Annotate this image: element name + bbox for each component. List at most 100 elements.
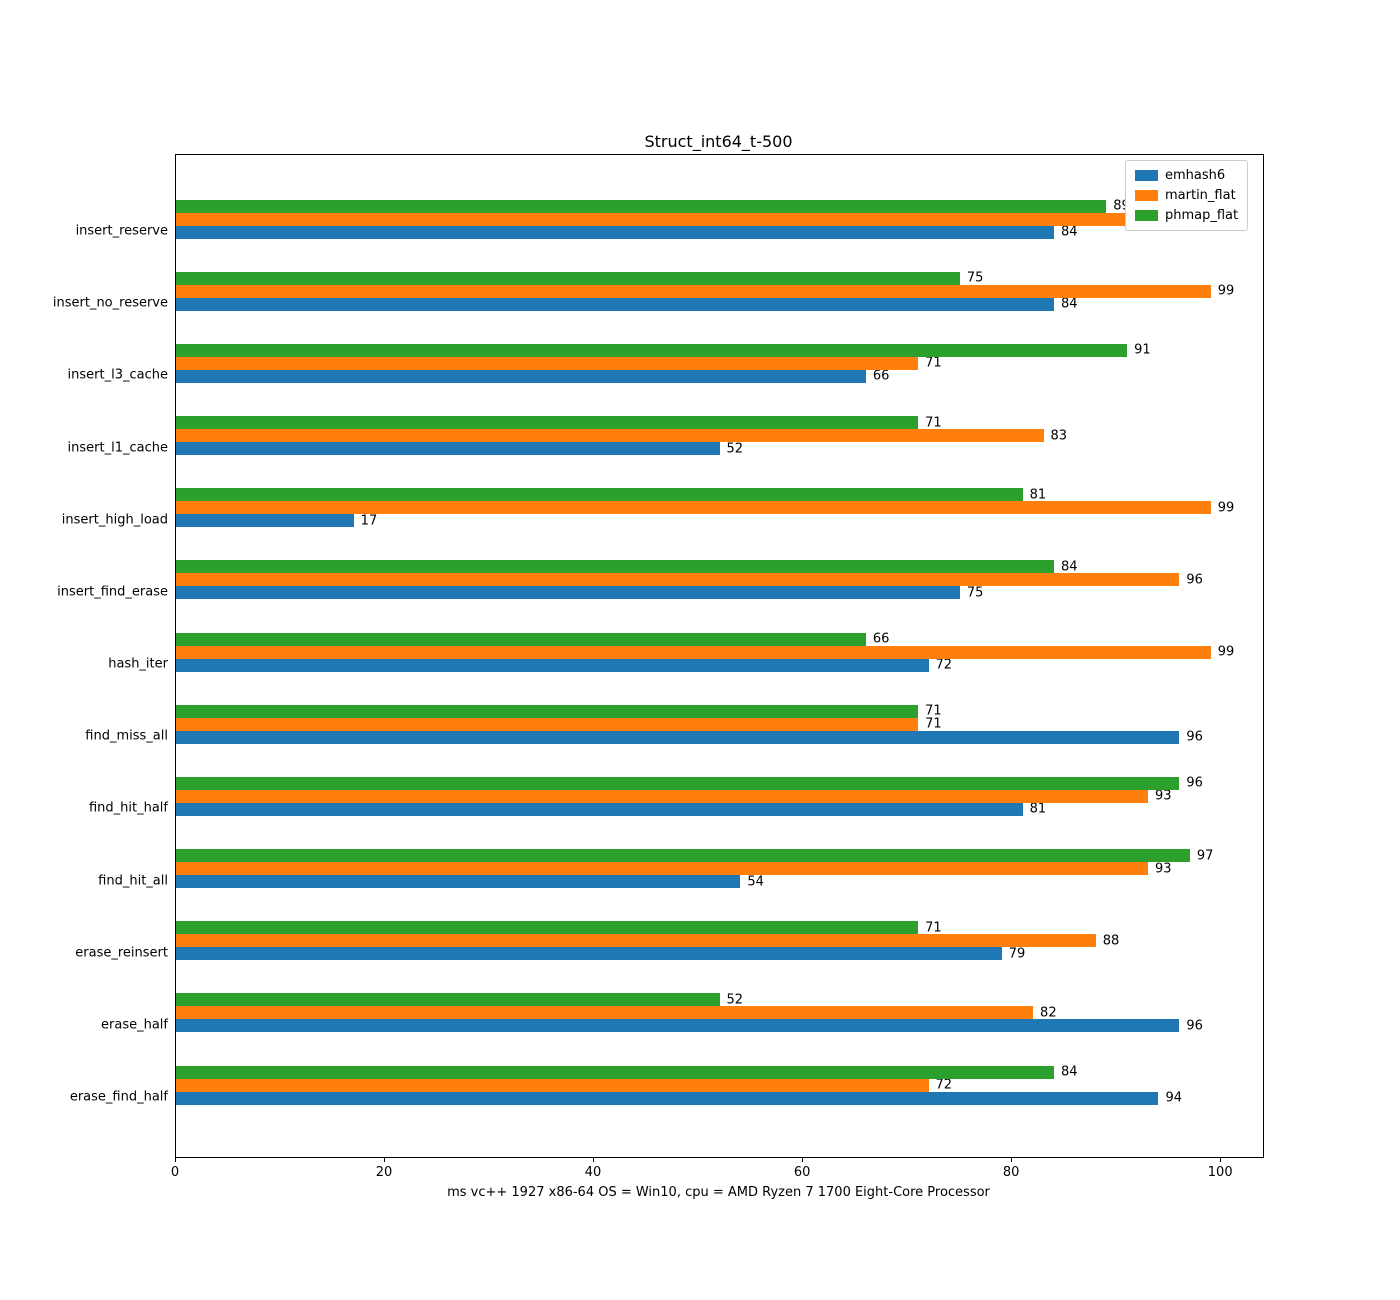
bar-value-label: 79 <box>1008 946 1026 962</box>
bar-emhash6-hash_iter <box>176 658 929 672</box>
bar-emhash6-find_miss_all <box>176 730 1180 744</box>
x-tick-mark <box>384 1157 386 1162</box>
legend: emhash6 martin_flat phmap_flat <box>1125 160 1249 231</box>
x-tick-label: 40 <box>584 1165 602 1180</box>
bar-value-label: 96 <box>1186 775 1203 791</box>
x-tick-mark <box>1011 1157 1013 1162</box>
bar-value-label: 84 <box>1060 296 1078 312</box>
category-label-insert_find_erase: insert_find_erase <box>57 584 168 600</box>
bar-value-label: 84 <box>1060 224 1078 240</box>
category-label-erase_find_half: erase_find_half <box>69 1089 168 1105</box>
bar-martin_flat-insert_l1_cache <box>176 429 1044 442</box>
bar-value-label: 72 <box>935 657 953 673</box>
legend-swatch-martin-flat <box>1135 190 1158 201</box>
bar-phmap_flat-insert_l3_cache <box>176 343 1128 357</box>
bar-value-label: 84 <box>1060 1064 1078 1080</box>
bar-emhash6-erase_half <box>176 1019 1180 1033</box>
bar-value-label: 99 <box>1217 500 1235 516</box>
bar-value-label: 71 <box>925 703 942 719</box>
bar-value-label: 75 <box>966 270 984 286</box>
x-tick-label: 60 <box>793 1165 811 1180</box>
category-label-erase_reinsert: erase_reinsert <box>75 945 168 961</box>
bar-value-label: 93 <box>1155 788 1172 804</box>
x-tick-label: 0 <box>170 1165 180 1180</box>
bar-value-label: 71 <box>925 716 942 732</box>
bar-value-label: 91 <box>1134 342 1151 358</box>
bar-phmap_flat-find_hit_all <box>176 849 1190 863</box>
bar-phmap_flat-find_hit_half <box>176 776 1180 790</box>
bar-martin_flat-find_hit_all <box>176 862 1149 876</box>
bar-value-label: 72 <box>935 1077 953 1093</box>
bar-value-label: 75 <box>966 585 984 601</box>
bar-phmap_flat-insert_find_erase <box>176 560 1054 574</box>
bar-emhash6-insert_find_erase <box>176 586 960 600</box>
bar-phmap_flat-find_miss_all <box>176 704 919 718</box>
category-label-insert_reserve: insert_reserve <box>75 223 168 239</box>
bar-value-label: 81 <box>1029 801 1047 817</box>
bar-value-label: 96 <box>1186 572 1203 588</box>
bar-value-label: 52 <box>726 441 744 456</box>
x-axis-label: ms vc++ 1927 x86-64 OS = Win10, cpu = AM… <box>447 1185 990 1200</box>
bar-emhash6-insert_reserve <box>176 225 1054 239</box>
legend-item-martin-flat: martin_flat <box>1135 187 1238 204</box>
legend-label: emhash6 <box>1165 168 1226 183</box>
bar-value-label: 82 <box>1040 1005 1057 1021</box>
bar-martin_flat-erase_reinsert <box>176 934 1096 948</box>
bar-value-label: 84 <box>1060 559 1078 575</box>
bar-phmap_flat-erase_reinsert <box>176 921 919 935</box>
bar-phmap_flat-insert_reserve <box>176 199 1107 213</box>
x-tick-label: 100 <box>1207 1165 1233 1180</box>
bar-value-label: 54 <box>747 874 764 890</box>
bar-phmap_flat-erase_half <box>176 993 720 1007</box>
category-label-insert_l1_cache: insert_l1_cache <box>67 440 168 455</box>
bar-martin_flat-find_miss_all <box>176 717 919 731</box>
bar-emhash6-insert_l1_cache <box>176 442 720 455</box>
x-tick-mark <box>1220 1157 1222 1162</box>
bar-martin_flat-hash_iter <box>176 645 1211 659</box>
bar-martin_flat-insert_reserve <box>176 212 1201 226</box>
legend-label: martin_flat <box>1165 188 1236 203</box>
category-label-insert_high_load: insert_high_load <box>61 512 168 528</box>
bar-value-label: 71 <box>925 920 942 936</box>
bar-martin_flat-erase_find_half <box>176 1078 929 1092</box>
bar-martin_flat-erase_half <box>176 1006 1034 1020</box>
category-label-find_hit_half: find_hit_half <box>88 800 168 816</box>
bar-emhash6-erase_reinsert <box>176 947 1002 961</box>
bar-martin_flat-insert_no_reserve <box>176 284 1211 298</box>
bar-value-label: 17 <box>360 513 378 529</box>
x-tick-label: 80 <box>1002 1165 1020 1180</box>
bar-value-label: 71 <box>925 355 942 371</box>
bar-value-label: 97 <box>1196 848 1214 864</box>
category-label-erase_half: erase_half <box>101 1017 168 1033</box>
x-tick-mark <box>175 1157 176 1162</box>
bar-value-label: 88 <box>1102 933 1120 949</box>
bar-martin_flat-insert_high_load <box>176 501 1211 515</box>
x-tick-mark <box>802 1157 804 1162</box>
bar-value-label: 99 <box>1217 644 1235 660</box>
bar-martin_flat-insert_l3_cache <box>176 356 919 370</box>
bar-emhash6-insert_l3_cache <box>176 369 866 383</box>
bar-emhash6-find_hit_half <box>176 802 1023 816</box>
bar-martin_flat-insert_find_erase <box>176 573 1180 587</box>
legend-label: phmap_flat <box>1165 208 1239 223</box>
bar-value-label: 96 <box>1186 729 1203 745</box>
plot-area: 8498898499756671915283711799817596847299… <box>175 154 1264 1158</box>
bar-value-label: 52 <box>726 992 744 1008</box>
bar-value-label: 66 <box>872 631 890 647</box>
category-label-insert_no_reserve: insert_no_reserve <box>52 295 168 311</box>
bar-value-label: 66 <box>872 368 890 384</box>
bar-emhash6-erase_find_half <box>176 1091 1159 1105</box>
category-label-insert_l3_cache: insert_l3_cache <box>67 367 168 383</box>
category-label-hash_iter: hash_iter <box>108 656 168 672</box>
category-label-find_miss_all: find_miss_all <box>85 728 168 744</box>
category-label-find_hit_all: find_hit_all <box>98 873 168 889</box>
bar-phmap_flat-erase_find_half <box>176 1065 1054 1079</box>
chart-title: Struct_int64_t-500 <box>644 132 793 151</box>
bar-value-label: 99 <box>1217 283 1235 299</box>
bar-martin_flat-find_hit_half <box>176 789 1149 803</box>
bar-phmap_flat-insert_l1_cache <box>176 416 919 429</box>
x-axis-ticks: 0 20 40 60 80 100 <box>171 1157 1262 1197</box>
bar-value-label: 96 <box>1186 1018 1203 1034</box>
bar-value-label: 71 <box>925 415 942 430</box>
